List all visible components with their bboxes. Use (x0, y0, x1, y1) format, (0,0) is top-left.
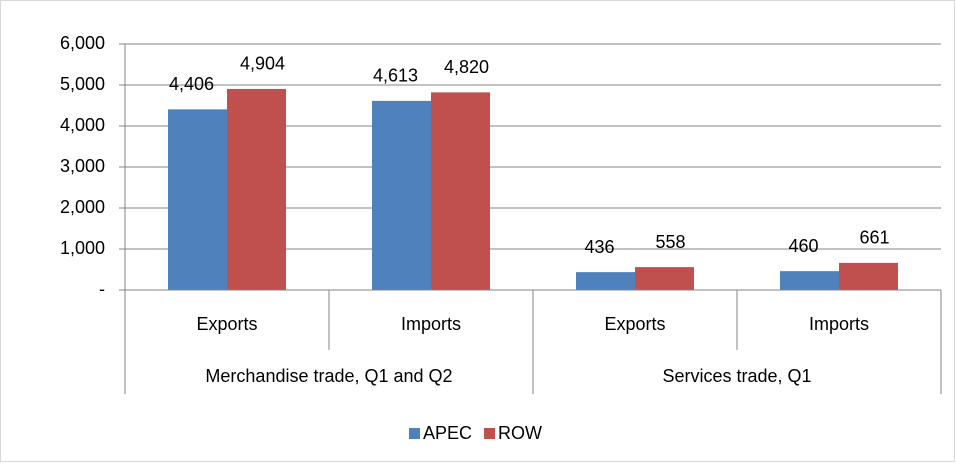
bar (431, 92, 490, 290)
y-tick-label: 3,000 (60, 156, 105, 176)
y-tick-label: 5,000 (60, 74, 105, 94)
bar (227, 88, 286, 290)
group-label: Merchandise trade, Q1 and Q2 (205, 366, 452, 386)
data-label: 558 (655, 232, 685, 252)
bar (635, 267, 694, 290)
y-tick-label: 4,000 (60, 115, 105, 135)
data-label: 4,613 (373, 66, 418, 86)
data-label: 4,820 (444, 57, 489, 77)
data-label: 4,406 (169, 74, 214, 94)
y-tick-label: 2,000 (60, 197, 105, 217)
data-label: 661 (859, 228, 889, 248)
legend-label: ROW (498, 423, 542, 443)
y-tick-label: 1,000 (60, 238, 105, 258)
data-label: 460 (788, 236, 818, 256)
x-tick-label: Exports (196, 314, 257, 334)
legend-label: APEC (423, 423, 472, 443)
data-label: 4,904 (240, 54, 285, 74)
bar (780, 271, 839, 290)
x-tick-label: Imports (401, 314, 461, 334)
x-tick-label: Imports (809, 314, 869, 334)
legend-swatch (409, 428, 420, 439)
x-tick-label: Exports (604, 314, 665, 334)
group-label: Services trade, Q1 (662, 366, 811, 386)
bar (576, 272, 635, 290)
y-tick-label: - (99, 279, 105, 299)
legend-swatch (484, 428, 496, 439)
data-label: 436 (584, 237, 614, 257)
y-tick-label: 6,000 (60, 33, 105, 53)
bar (372, 100, 431, 290)
bar (839, 262, 898, 290)
bar (168, 109, 227, 290)
